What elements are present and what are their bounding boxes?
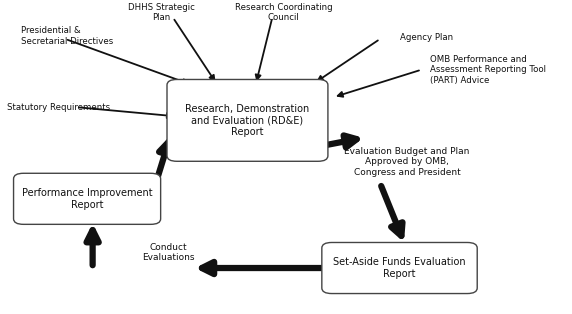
Text: Research Coordinating
Council: Research Coordinating Council: [235, 3, 332, 22]
FancyBboxPatch shape: [14, 173, 161, 224]
Text: Presidential &
Secretarial Directives: Presidential & Secretarial Directives: [21, 26, 113, 46]
Text: Evaluation Budget and Plan
Approved by OMB,
Congress and President: Evaluation Budget and Plan Approved by O…: [344, 147, 470, 177]
Text: Performance Improvement
Report: Performance Improvement Report: [22, 188, 152, 210]
Text: Research, Demonstration
and Evaluation (RD&E)
Report: Research, Demonstration and Evaluation (…: [185, 104, 309, 137]
Text: OMB Performance and
Assessment Reporting Tool
(PART) Advice: OMB Performance and Assessment Reporting…: [430, 55, 546, 84]
FancyBboxPatch shape: [167, 79, 328, 161]
Text: Set-Aside Funds Evaluation
Report: Set-Aside Funds Evaluation Report: [333, 257, 466, 279]
Text: DHHS Strategic
Plan: DHHS Strategic Plan: [128, 3, 195, 22]
Text: Statutory Requirements: Statutory Requirements: [7, 103, 110, 112]
Text: Agency Plan: Agency Plan: [399, 33, 452, 42]
Text: Conduct
Evaluations: Conduct Evaluations: [142, 243, 195, 262]
FancyBboxPatch shape: [322, 242, 477, 294]
